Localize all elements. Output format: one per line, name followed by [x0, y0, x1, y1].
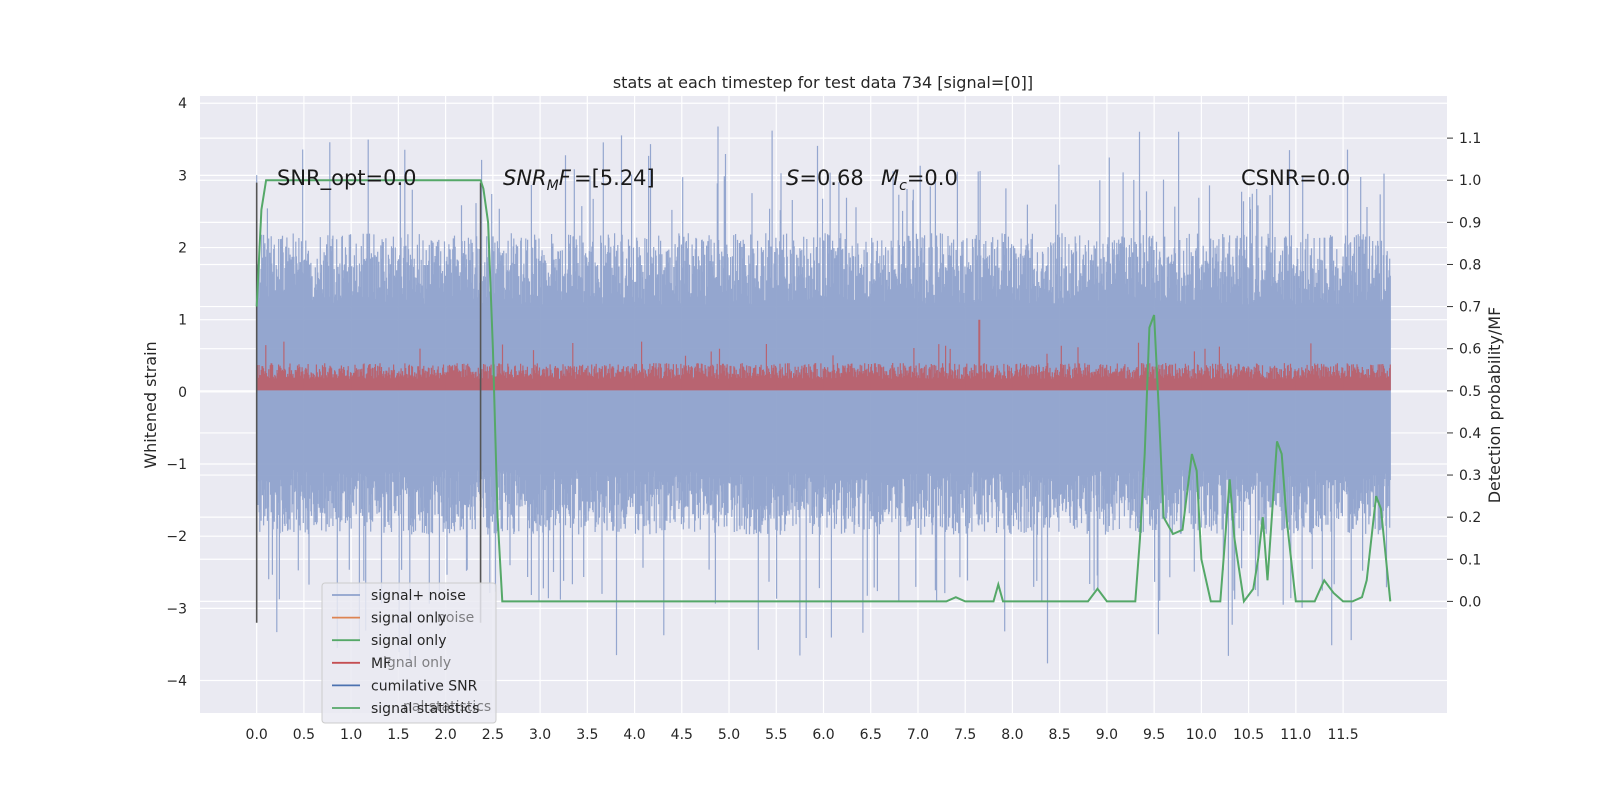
annotation-s-symbol: S [786, 166, 799, 190]
y-tick-label: −1 [166, 457, 187, 473]
legend-label: signal only [371, 611, 446, 627]
x-tick-label: 7.5 [954, 727, 976, 743]
y-tick-label: −2 [166, 529, 187, 545]
legend-entry: signal only [332, 633, 446, 649]
legend-entry: signal only [332, 611, 446, 627]
x-tick-label: 5.0 [718, 727, 740, 743]
legend-ghost-text: nal statistics [403, 699, 491, 715]
y-tick-label: 4 [178, 96, 187, 112]
y2-tick-label: 1.1 [1459, 131, 1481, 147]
annotation-snr-mf: SNRMF [503, 166, 572, 194]
legend-entry: cumilative SNR [332, 678, 478, 694]
axis-layer: 0.0 0.5 1.0 1.5 2.0 2.5 3.0 3.5 4.0 4.5 5.0 5.5 6.0 6… [166, 96, 1481, 743]
y-tick-label: 3 [178, 168, 187, 184]
x-tick-label: 1.5 [387, 727, 409, 743]
x-tick-label: 10.0 [1186, 727, 1217, 743]
x-tick-label: 9.0 [1096, 727, 1118, 743]
y2-tick-label: 0.8 [1459, 257, 1481, 273]
annotation-snr-mf-f: F [559, 166, 572, 190]
x-tick-label: 0.0 [246, 727, 268, 743]
legend-label: signal+ noise [371, 588, 466, 604]
x-tick-label: 10.5 [1233, 727, 1264, 743]
legend-entry: MF [332, 656, 391, 672]
annotation-csnr: CSNR=0.0 [1241, 166, 1350, 190]
legend-entries: signal+ noise signal only signal only MF cum… [332, 588, 479, 717]
y2-tick-label: 0.4 [1459, 426, 1481, 442]
annotation-snr-mf-subscript: M [547, 178, 559, 194]
legend-ghost-text: noise [437, 610, 474, 626]
y2-tick-label: 0.3 [1459, 468, 1481, 484]
x-tick-label: 2.0 [434, 727, 456, 743]
annotation-snr-mf-value: =[5.24] [574, 166, 655, 190]
legend-entry: signal statistics [332, 701, 479, 717]
legend-label: signal statistics [371, 701, 479, 717]
x-tick-label: 11.5 [1327, 727, 1358, 743]
annotation-mc-subscript: c [899, 178, 907, 194]
y-tick-label: 2 [178, 241, 187, 257]
y2-tick-label: 0.6 [1459, 342, 1481, 358]
annotation-snr-mf-symbol: SNR [503, 166, 547, 190]
signal-statistics-line [255, 179, 1392, 604]
annotation-s: S=0.68 [786, 166, 864, 190]
x-tick-label: 3.5 [576, 727, 598, 743]
x-tick-label: 9.5 [1143, 727, 1165, 743]
y2-tick-label: 0.1 [1459, 552, 1481, 568]
legend-entry: signal+ noise [332, 588, 466, 604]
x-tick-label: 6.5 [860, 727, 882, 743]
x-tick-label: 11.0 [1280, 727, 1311, 743]
y2-tick-label: 0.7 [1459, 300, 1481, 316]
legend-box [321, 582, 497, 724]
annotation-mc: Mc=0.0 [881, 166, 958, 194]
x-tick-label: 4.5 [671, 727, 693, 743]
annotation-mc-symbol: M [881, 166, 899, 190]
x-tick-label: 4.0 [623, 727, 645, 743]
y2-tick-label: 0.0 [1459, 594, 1481, 610]
legend-label: signal only [371, 633, 446, 649]
y2-tick-label: 0.2 [1459, 510, 1481, 526]
y-tick-label: −3 [166, 601, 187, 617]
y2-tick-label: 0.9 [1459, 215, 1481, 231]
x-tick-label: 7.0 [907, 727, 929, 743]
x-tick-label: 6.0 [812, 727, 834, 743]
y-axis-label: Whitened strain [141, 341, 160, 468]
chart-title: stats at each timestep for test data 734… [613, 73, 1033, 92]
annotation-mc-value: =0.0 [907, 166, 958, 190]
y-tick-label: 1 [178, 313, 187, 329]
x-tick-label: 3.0 [529, 727, 551, 743]
y-tick-label: −4 [166, 674, 187, 690]
legend-label: MF [371, 656, 391, 672]
y2-axis-label: Detection probability/MF [1485, 307, 1504, 504]
y2-tick-label: 1.0 [1459, 173, 1481, 189]
legend-ghost-text: ignal only [383, 655, 451, 671]
y-tick-label: 0 [178, 385, 187, 401]
annotation-s-value: =0.68 [799, 166, 863, 190]
x-tick-label: 1.0 [340, 727, 362, 743]
y2-tick-label: 0.5 [1459, 384, 1481, 400]
x-tick-label: 5.5 [765, 727, 787, 743]
x-tick-label: 8.5 [1049, 727, 1071, 743]
data-layer [255, 126, 1392, 665]
x-tick-label: 8.0 [1001, 727, 1023, 743]
legend: noise ignal only nal statistics signal+ … [321, 582, 497, 724]
legend-label: cumilative SNR [371, 678, 478, 694]
annotation-snr-opt: SNR_opt=0.0 [277, 166, 417, 191]
x-tick-label: 0.5 [293, 727, 315, 743]
x-tick-label: 2.5 [482, 727, 504, 743]
